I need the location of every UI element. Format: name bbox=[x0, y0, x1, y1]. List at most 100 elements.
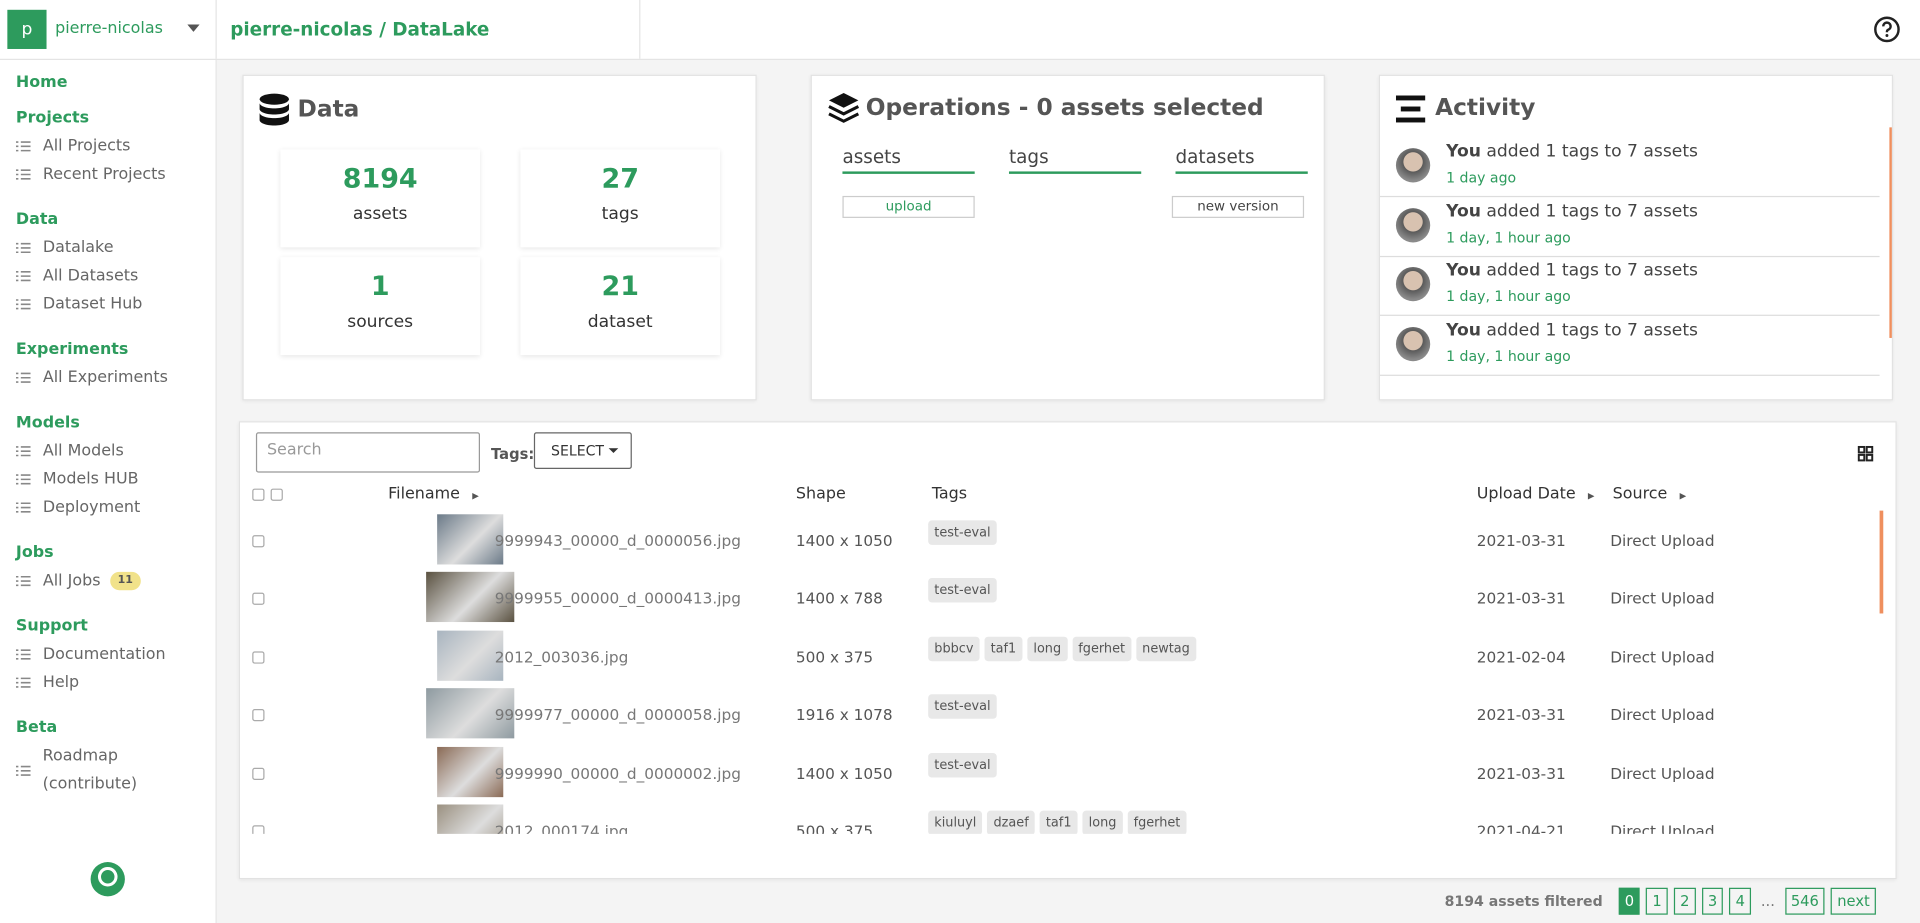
thumbnail[interactable] bbox=[437, 514, 504, 565]
nav: Home Projects All Projects Recent Projects D… bbox=[0, 70, 216, 799]
column-header[interactable]: Upload Date ▶ bbox=[1477, 485, 1595, 503]
nav-item[interactable]: Models HUB bbox=[15, 465, 216, 493]
scrollbar bbox=[1879, 510, 1884, 614]
filename: 9999943_00000_d_0000056.jpg bbox=[494, 531, 741, 550]
tag-chip[interactable]: bbbcv bbox=[928, 636, 980, 661]
grid-view-icon[interactable] bbox=[1857, 445, 1874, 462]
nav-item[interactable]: Recent Projects bbox=[15, 160, 216, 188]
caret[interactable] bbox=[187, 24, 200, 32]
page-button[interactable]: 2 bbox=[1674, 887, 1696, 915]
page-button[interactable]: 3 bbox=[1701, 887, 1724, 915]
new-version-button[interactable]: new version bbox=[1171, 195, 1305, 218]
sort-arrow[interactable]: ▶ bbox=[1587, 491, 1595, 501]
tab[interactable]: tags bbox=[1008, 146, 1142, 174]
sort-arrow[interactable]: ▶ bbox=[1679, 491, 1687, 501]
stat-card: 1 sources bbox=[280, 257, 481, 356]
nav-item[interactable]: Dataset Hub bbox=[15, 290, 216, 318]
tabs: assets tags datasets bbox=[842, 146, 1308, 174]
activity-action: added 1 tags to 7 assets bbox=[1486, 201, 1698, 222]
nav-item[interactable]: Roadmap (contribute) bbox=[15, 742, 216, 798]
activity-user: You bbox=[1446, 320, 1481, 340]
tag-chip[interactable]: test-eval bbox=[928, 752, 997, 778]
tag-chip[interactable]: fgerhet bbox=[1072, 636, 1132, 661]
column-header: Tags bbox=[932, 485, 967, 503]
thumbnail[interactable] bbox=[437, 630, 504, 681]
tag-chip[interactable]: taf1 bbox=[984, 636, 1023, 661]
nav-item[interactable]: All Models bbox=[15, 437, 216, 465]
tag-chip[interactable]: kiuluyl bbox=[928, 810, 983, 834]
nav-item[interactable]: Help bbox=[15, 669, 216, 697]
nav-item[interactable]: Deployment bbox=[15, 493, 216, 521]
workspace-avatar[interactable]: p bbox=[7, 9, 47, 49]
operations-panel: Operations - 0 assets selected assets tag… bbox=[810, 74, 1325, 401]
column-header[interactable]: Filename ▶ bbox=[388, 485, 479, 503]
activity-user: You bbox=[1446, 260, 1481, 281]
nav-item[interactable]: Documentation bbox=[15, 640, 216, 668]
tag-chip[interactable]: taf1 bbox=[1039, 810, 1078, 834]
sort-arrow[interactable]: ▶ bbox=[472, 491, 479, 501]
thumbnail[interactable] bbox=[437, 804, 504, 834]
nav-icon-glyph bbox=[15, 141, 31, 152]
nav-item[interactable]: All Experiments bbox=[15, 364, 216, 392]
nav-icon-glyph bbox=[15, 242, 31, 254]
thumbnail[interactable] bbox=[437, 746, 504, 797]
checkbox[interactable] bbox=[252, 709, 265, 722]
tab[interactable]: datasets bbox=[1175, 146, 1308, 174]
nav-icon-glyph bbox=[15, 169, 31, 180]
nav-item[interactable]: All Datasets bbox=[15, 262, 216, 290]
activity-item: You added 1 tags to 7 assets 1 day, 1 hou… bbox=[1380, 315, 1880, 376]
table-row[interactable]: 9999955_00000_d_0000413.jpg 1400 x 788 tes… bbox=[240, 569, 1881, 627]
checkbox[interactable] bbox=[252, 535, 265, 548]
next-button[interactable]: next bbox=[1831, 887, 1876, 915]
stat-value: 1 bbox=[370, 271, 390, 303]
help-icon[interactable] bbox=[1873, 16, 1900, 43]
table-row[interactable]: 2012_003036.jpg 500 x 375 bbbcv taf1 long fge… bbox=[240, 627, 1881, 685]
page-button[interactable]: 4 bbox=[1729, 887, 1752, 915]
checkbox[interactable] bbox=[252, 767, 265, 780]
tag-chip[interactable]: newtag bbox=[1136, 636, 1196, 661]
nav-item[interactable]: Datalake bbox=[15, 234, 216, 262]
tag-chip[interactable]: test-eval bbox=[928, 578, 997, 603]
workspace-name[interactable]: pierre-nicolas bbox=[55, 19, 163, 38]
table-row[interactable]: 9999943_00000_d_0000056.jpg 1400 x 1050 te… bbox=[240, 511, 1881, 569]
checkbox[interactable] bbox=[252, 488, 265, 501]
nav-item[interactable]: All Jobs 11 bbox=[15, 567, 216, 595]
table-row[interactable]: 9999990_00000_d_0000002.jpg 1400 x 1050 te… bbox=[240, 743, 1881, 801]
breadcrumb[interactable]: pierre-nicolas / DataLake bbox=[230, 18, 490, 41]
page-button[interactable]: 1 bbox=[1646, 887, 1668, 915]
tag-chip[interactable]: dzaef bbox=[987, 810, 1035, 834]
tag-chip[interactable]: long bbox=[1027, 636, 1068, 661]
nav-section-title: Jobs bbox=[15, 543, 54, 563]
tag-list: kiuluyl dzaef taf1 long fgerhet bbox=[928, 808, 1191, 834]
nav-home[interactable]: Home bbox=[15, 73, 68, 92]
page-button[interactable]: 546 bbox=[1784, 887, 1825, 915]
activity-user: You bbox=[1446, 201, 1481, 222]
search-input[interactable]: Search bbox=[255, 432, 481, 473]
table-row[interactable]: 2012_000174.jpg 500 x 375 kiuluyl dzaef taf1… bbox=[240, 801, 1881, 834]
upload-date: 2021-03-31 bbox=[1476, 763, 1566, 782]
checkbox[interactable] bbox=[252, 825, 265, 834]
tag-chip[interactable]: long bbox=[1082, 810, 1123, 834]
checkbox[interactable] bbox=[252, 651, 265, 664]
thumbnail[interactable] bbox=[426, 572, 515, 623]
nav-label: Dataset Hub bbox=[42, 295, 143, 314]
table-row[interactable]: 9999977_00000_d_0000058.jpg 1916 x 1078 te… bbox=[240, 685, 1881, 743]
tag-chip[interactable]: test-eval bbox=[928, 694, 997, 720]
tag-chip[interactable]: test-eval bbox=[928, 520, 997, 545]
source: Direct Upload bbox=[1610, 705, 1715, 724]
column-header[interactable]: Source ▶ bbox=[1613, 485, 1687, 503]
activity-time: 1 day, 1 hour ago bbox=[1446, 287, 1571, 305]
panel-title: Activity bbox=[1435, 94, 1536, 122]
tab[interactable]: assets bbox=[842, 146, 975, 174]
column-label: Upload Date bbox=[1476, 484, 1576, 504]
select-button[interactable]: SELECT bbox=[533, 432, 632, 469]
tag-chip[interactable]: fgerhet bbox=[1127, 810, 1187, 834]
upload-button[interactable]: upload bbox=[842, 195, 975, 218]
checkbox[interactable] bbox=[252, 593, 265, 606]
checkbox[interactable] bbox=[270, 488, 283, 501]
page-button[interactable]: 0 bbox=[1618, 887, 1641, 915]
nav-item[interactable]: All Projects bbox=[15, 132, 216, 160]
thumbnail[interactable] bbox=[426, 688, 515, 739]
nav-icon-glyph bbox=[15, 765, 31, 776]
